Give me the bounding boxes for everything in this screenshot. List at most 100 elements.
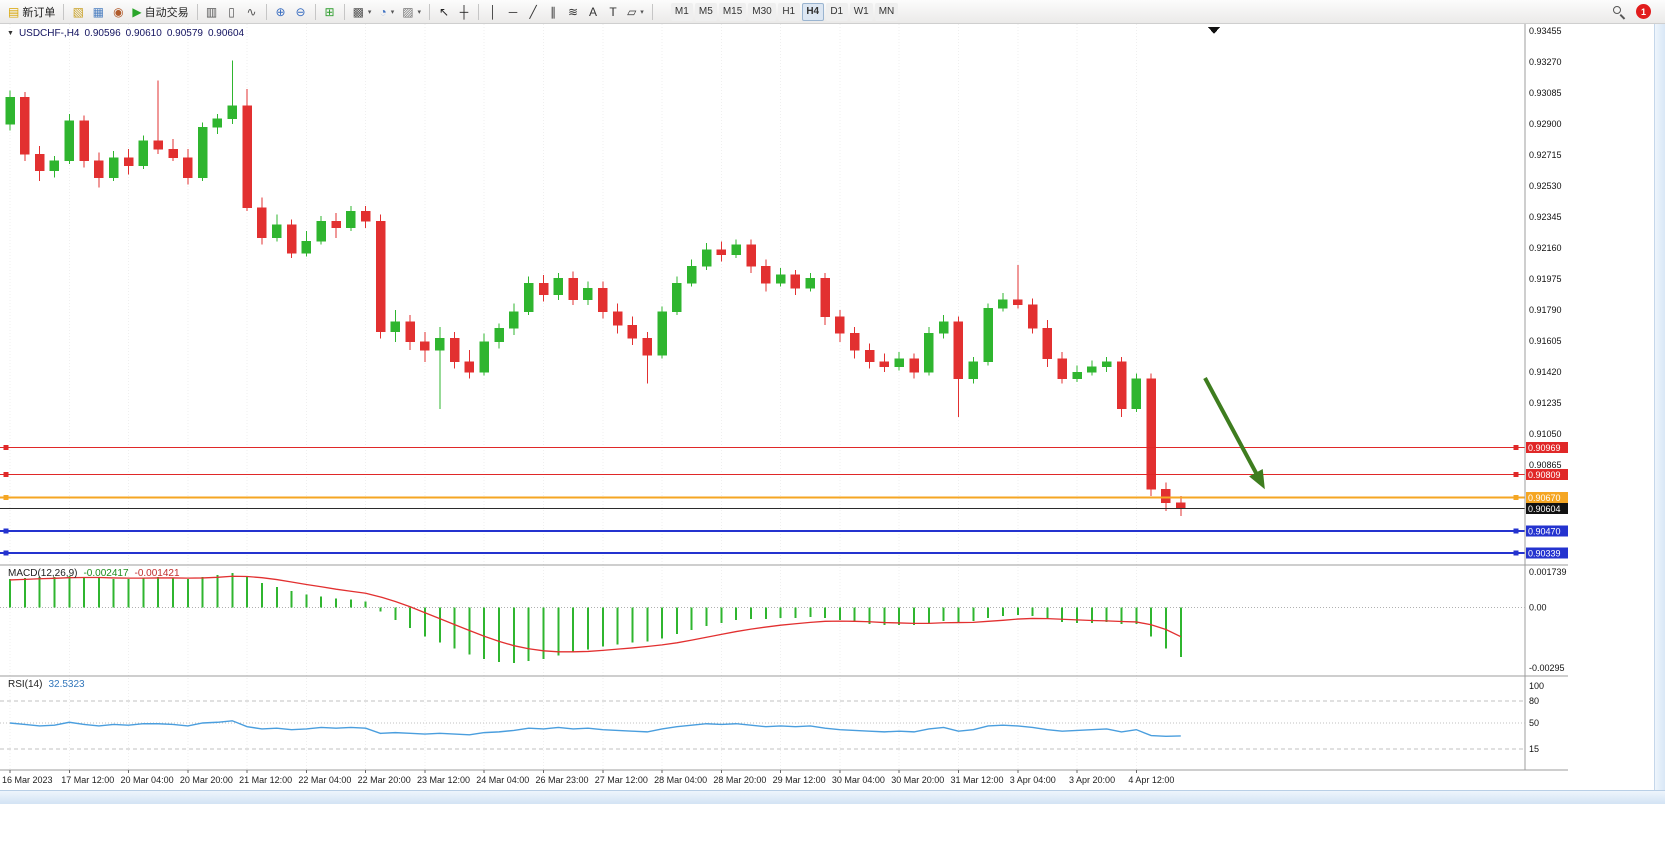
candlestick-chart-button[interactable]: ▯ [222,2,242,22]
timeframe-button-m5[interactable]: M5 [694,2,717,21]
candle-body [94,160,104,178]
search-icon[interactable] [1612,5,1626,19]
macd-indicator-label: MACD(12,26,9) -0.002417 -0.001421 [8,568,180,579]
candle-body [420,341,430,351]
period-button[interactable]: ◔ ▾ [375,2,398,22]
trend-arrow-head[interactable] [1249,469,1265,490]
price-shift-marker[interactable] [1208,27,1220,34]
macd-axis-label: -0.00295 [1529,663,1565,673]
channel-button[interactable]: ∥ [543,2,563,22]
channel-icon: ∥ [550,4,557,19]
autotrade-icon: ▶ [132,4,142,19]
toolbar-separator [651,3,653,20]
line-handle[interactable] [3,550,9,556]
tile-windows-button[interactable]: ⊞ [320,2,340,22]
price-tag-label: 0.90470 [1528,527,1561,537]
fibonacci-button[interactable]: ≋ [563,2,583,22]
bar-chart-button[interactable]: ▥ [202,2,222,22]
candle-body [1057,358,1067,379]
vertical-scrollbar[interactable] [1654,24,1665,790]
rsi-axis-label: 80 [1529,696,1539,706]
horizontal-scrollbar[interactable] [0,790,1665,804]
candle-body [301,241,312,254]
timeframe-button-m15[interactable]: M15 [718,2,747,21]
toolbar-separator [478,3,480,20]
timeframe-button-mn[interactable]: MN [874,2,899,21]
price-tag [1526,468,1568,480]
price-tag [1526,442,1568,454]
rsi-line [9,720,1181,738]
cursor-button[interactable]: ↖ [434,2,454,22]
candle-body [775,274,786,284]
new-order-button-label: 新订单 [22,6,56,19]
candle-body [805,277,816,289]
new-order-button[interactable]: ▤ 新订单 [4,2,59,22]
new-chart-button[interactable]: ▩ ▾ [349,2,376,22]
line-handle[interactable] [3,528,9,534]
candle-body [390,321,401,333]
candle-body [212,118,223,128]
line-handle[interactable] [1513,550,1519,556]
toolbar-buttons: ▤ 新订单 ▧ ▦ ◉ ▶ 自动交易 ▥ ▯ ∿ ⊕ ⊖ ⊞ ▩ ▾ ◔ ▾ ▨ ▾ ↖ ┼ │ ─ ╱ ∥ ≋ A T ▱ ▾ [4,0,657,23]
line-handle[interactable] [3,495,9,501]
line-chart-button[interactable]: ∿ [242,2,262,22]
chevron-down-icon: ▾ [367,8,372,16]
chart-dropdown-icon[interactable]: ▼ [7,30,14,37]
line-handle[interactable] [3,471,9,477]
trendline-button[interactable]: ╱ [523,2,543,22]
template-button[interactable]: ▨ ▾ [398,2,425,22]
candle-body [627,324,638,339]
toolbar-separator [196,3,198,20]
candle-body [998,299,1008,309]
price-chart-svg[interactable]: 0.93455 0.93270 0.93085 0.92900 0.92715 0.925… [0,24,1665,790]
timeframe-button-m1[interactable]: M1 [670,2,693,21]
candle-body [1101,361,1112,368]
price-tag-label: 0.90604 [1528,504,1561,514]
candle-body [731,244,741,255]
timeframe-button-d1[interactable]: D1 [825,2,848,21]
line-handle[interactable] [1513,495,1519,501]
market-watch-button[interactable]: ▦ [88,2,108,22]
rsi-axis-label: 50 [1529,718,1539,728]
label-icon: T [609,4,617,19]
navigator-button[interactable]: ◉ [108,2,128,22]
text-button[interactable]: A [583,2,603,22]
new-order-icon: ▤ [8,4,20,19]
candle-body [449,338,460,363]
candle-body [538,282,549,296]
chart-profiles-button[interactable]: ▧ [68,2,88,22]
line-handle[interactable] [1513,471,1519,477]
price-axis-label: 0.92900 [1529,119,1562,129]
candle-body [1013,299,1023,306]
timeframe-button-m30[interactable]: M30 [748,2,776,21]
navigator-icon: ◉ [113,4,124,19]
timeframe-button-h4[interactable]: H4 [801,2,824,21]
vertical-line-icon: │ [489,4,497,19]
price-tag [1526,547,1568,559]
cursor-icon: ↖ [439,4,450,19]
zoom-out-button[interactable]: ⊖ [291,2,311,22]
horizontal-line-button[interactable]: ─ [503,2,523,22]
price-axis-label: 0.91420 [1529,367,1562,377]
candle-body [435,338,445,351]
timeframe-button-w1[interactable]: W1 [849,2,873,21]
vertical-line-button[interactable]: │ [483,2,503,22]
label-button[interactable]: T [603,2,623,22]
line-handle[interactable] [1513,528,1519,534]
notification-badge[interactable]: 1 [1636,4,1651,19]
line-handle[interactable] [3,445,9,451]
trend-arrow[interactable] [1203,377,1264,485]
time-axis-label: 17 Mar 12:00 [61,775,114,785]
time-axis-label: 30 Mar 20:00 [891,775,944,785]
candle-body [20,96,30,155]
crosshair-button[interactable]: ┼ [454,2,474,22]
timeframe-button-h1[interactable]: H1 [777,2,800,21]
price-axis-label: 0.92345 [1529,212,1562,222]
time-axis-label: 20 Mar 04:00 [121,775,174,785]
price-axis-label: 0.91605 [1529,336,1562,346]
zoom-in-button[interactable]: ⊕ [271,2,291,22]
shapes-button[interactable]: ▱ ▾ [623,2,648,22]
autotrade-button[interactable]: ▶ 自动交易 [128,2,192,22]
line-handle[interactable] [1513,445,1519,451]
candle-body [583,287,593,301]
